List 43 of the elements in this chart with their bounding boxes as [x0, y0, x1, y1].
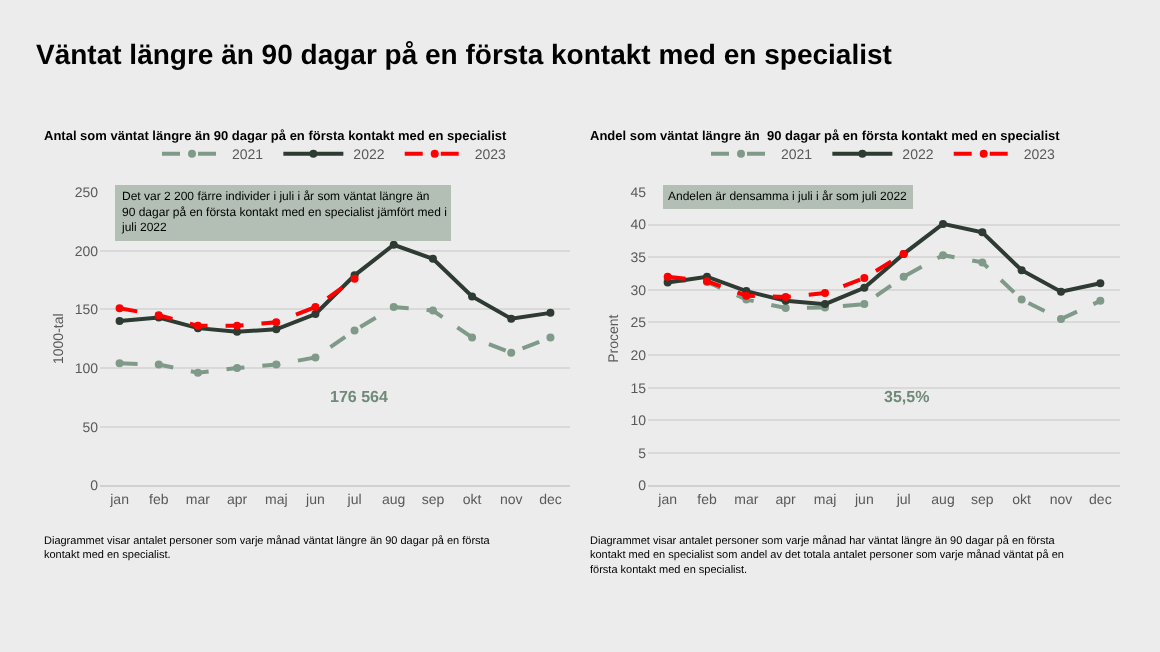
- point: [860, 283, 869, 292]
- point: [350, 326, 359, 335]
- point: [860, 300, 869, 309]
- point: [311, 353, 320, 362]
- point: [272, 318, 281, 327]
- point: [389, 303, 398, 311]
- point: [233, 364, 242, 373]
- point: [389, 240, 398, 249]
- point: [978, 228, 987, 237]
- point: [899, 272, 908, 281]
- point: [821, 289, 829, 298]
- point: [546, 333, 555, 342]
- point: [781, 304, 790, 313]
- chart-title: Väntat längre än 90 dagar på en första kontakt med en specialist: [36, 37, 893, 70]
- point: [939, 219, 947, 228]
- point: [546, 308, 555, 317]
- point: [272, 360, 281, 369]
- point: [978, 258, 987, 267]
- point: [428, 306, 437, 315]
- point: [115, 304, 124, 313]
- annotation: 35,5%: [884, 388, 930, 406]
- point: [939, 251, 947, 260]
- point: [193, 368, 202, 377]
- point: [311, 310, 320, 319]
- point: [115, 317, 124, 326]
- point: [468, 292, 477, 301]
- point: [1057, 315, 1065, 324]
- point: [468, 333, 477, 342]
- point: [860, 274, 869, 283]
- point: [154, 360, 163, 369]
- point: [1017, 295, 1026, 304]
- annotation: 176 564: [330, 388, 389, 406]
- point: [1096, 279, 1105, 288]
- point: [507, 314, 516, 323]
- point: [1017, 266, 1026, 275]
- point: [311, 303, 320, 311]
- point: [233, 321, 242, 330]
- point: [272, 325, 281, 334]
- point: [115, 359, 124, 368]
- point: [428, 254, 437, 263]
- point: [1057, 287, 1065, 296]
- point: [507, 348, 516, 357]
- point: [1096, 296, 1105, 305]
